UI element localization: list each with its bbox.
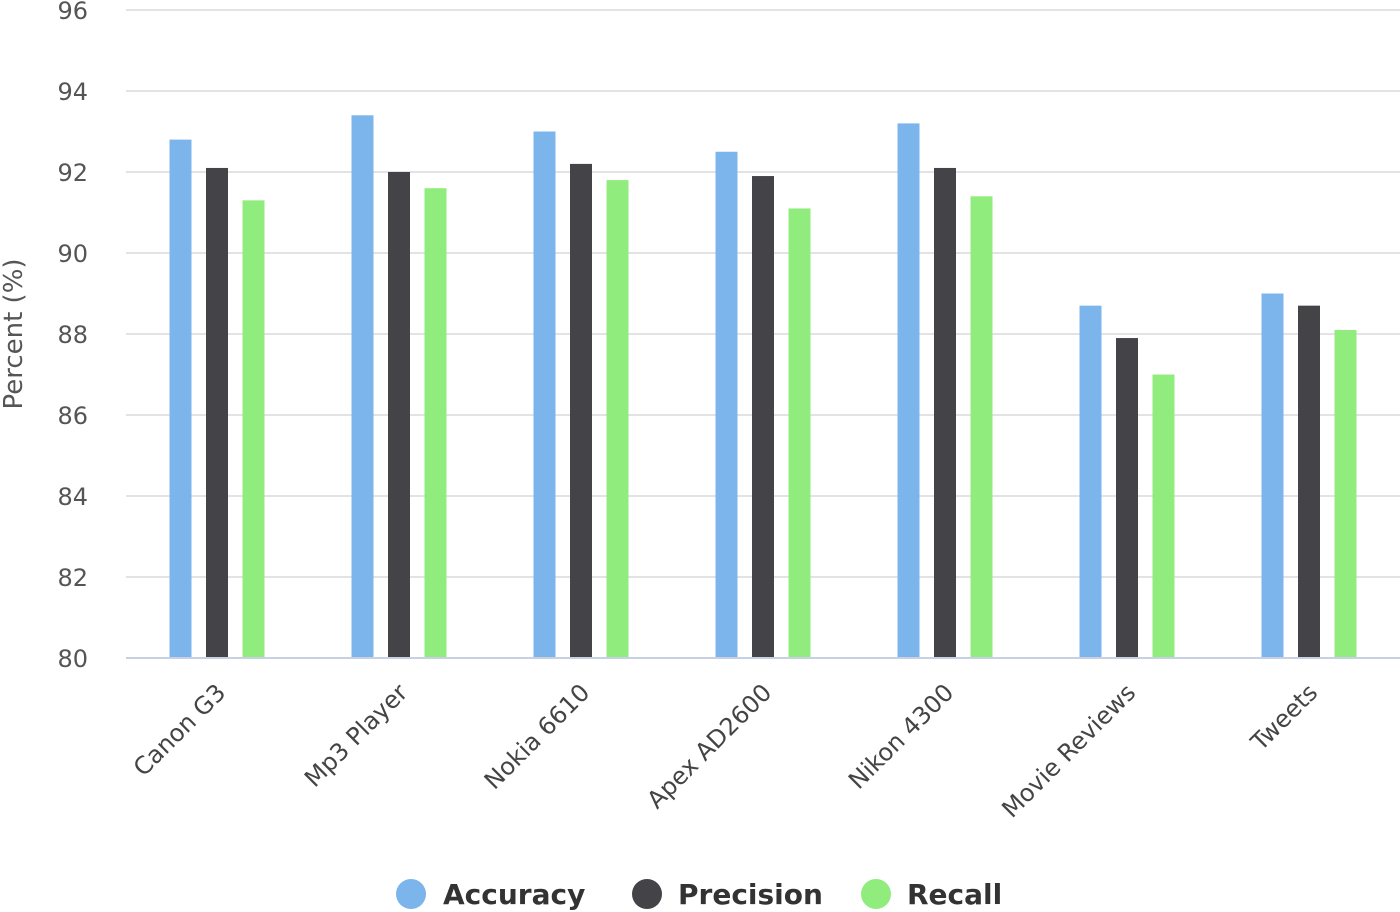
bar-recall (788, 208, 811, 658)
y-axis-ticks: 80 82 84 86 88 90 92 94 96 (57, 0, 88, 673)
bar-recall (606, 180, 629, 658)
legend-swatch (861, 879, 891, 909)
bar-accuracy (1261, 293, 1284, 658)
bar-precision (570, 163, 592, 658)
legend-item-accuracy[interactable]: Accuracy (396, 878, 585, 911)
legend-swatch (396, 879, 426, 909)
bar-precision (934, 167, 956, 658)
y-tick-label: 88 (57, 321, 88, 349)
legend[interactable]: Accuracy Precision Recall (396, 878, 1002, 911)
bar-precision (388, 172, 410, 658)
legend-label: Accuracy (443, 878, 585, 911)
bar-precision (206, 167, 228, 658)
x-tick-label: Movie Reviews (996, 678, 1141, 823)
bar-accuracy (897, 123, 920, 658)
x-tick-label: Tweets (1245, 678, 1323, 756)
bar-recall (242, 200, 265, 658)
bar-recall (1334, 329, 1357, 658)
bars (169, 115, 1357, 659)
legend-item-precision[interactable]: Precision (632, 878, 823, 911)
y-tick-label: 94 (57, 78, 88, 106)
x-axis-ticks: Canon G3 Mp3 Player Nokia 6610 Apex AD2600 N… (128, 678, 1323, 823)
y-tick-label: 92 (57, 159, 88, 187)
legend-item-recall[interactable]: Recall (861, 878, 1002, 911)
y-axis-title: Percent (%) (0, 258, 29, 409)
bar-precision (1298, 305, 1320, 658)
x-tick-label: Canon G3 (128, 678, 231, 781)
legend-label: Precision (678, 878, 823, 911)
y-tick-label: 96 (57, 0, 88, 25)
bar-accuracy (715, 151, 738, 658)
bar-recall (424, 188, 447, 658)
x-tick-label: Mp3 Player (299, 678, 413, 792)
bar-accuracy (351, 115, 374, 659)
bar-precision (1116, 338, 1138, 658)
bar-accuracy (169, 139, 192, 659)
y-tick-label: 82 (57, 564, 88, 592)
x-tick-label: Nikon 4300 (843, 678, 959, 794)
x-tick-label: Apex AD2600 (642, 678, 778, 814)
bar-accuracy (533, 131, 556, 658)
legend-swatch (632, 879, 662, 909)
y-tick-label: 84 (57, 483, 88, 511)
legend-label: Recall (907, 878, 1002, 911)
y-tick-label: 80 (57, 645, 88, 673)
bar-precision (752, 176, 774, 659)
y-tick-label: 90 (57, 240, 88, 268)
bar-recall (1152, 374, 1175, 658)
y-tick-label: 86 (57, 402, 88, 430)
x-tick-label: Nokia 6610 (479, 678, 595, 794)
bar-recall (970, 196, 993, 659)
bar-accuracy (1079, 305, 1102, 658)
